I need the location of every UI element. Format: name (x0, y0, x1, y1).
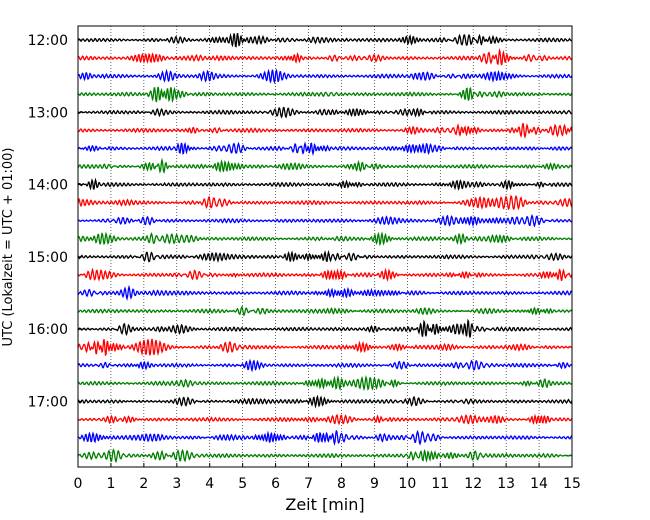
x-tick-label: 3 (172, 476, 181, 492)
x-axis-label: Zeit [min] (285, 495, 364, 514)
x-tick-label: 9 (370, 476, 379, 492)
trace-1230 (77, 68, 573, 85)
x-tick-label: 15 (563, 476, 581, 492)
x-tick-label: 4 (205, 476, 214, 492)
trace-1745 (77, 448, 573, 464)
trace-1200 (77, 32, 573, 48)
x-axis: 0 1 2 3 4 5 6 7 8 9 10 11 12 13 14 15 (74, 463, 581, 492)
y-tick-label: 16:00 (28, 322, 68, 338)
y-tick-label: 17:00 (28, 394, 68, 410)
x-tick-label: 12 (464, 476, 482, 492)
x-tick-label: 11 (431, 476, 449, 492)
trace-1330 (77, 141, 573, 157)
trace-1500 (77, 249, 573, 263)
trace-1415 (77, 194, 573, 211)
x-tick-label: 10 (398, 476, 416, 492)
trace-1315 (77, 122, 573, 139)
trace-1615 (77, 338, 573, 357)
x-tick-label: 13 (497, 476, 515, 492)
trace-1600 (77, 318, 573, 338)
trace-1645 (77, 374, 573, 392)
trace-1245 (77, 86, 573, 103)
trace-1215 (77, 48, 573, 66)
y-tick-label: 13:00 (28, 105, 68, 121)
trace-1515 (77, 267, 573, 282)
x-tick-label: 5 (238, 476, 247, 492)
trace-1400 (77, 177, 573, 191)
plot-frame (77, 25, 573, 468)
x-tick-label: 2 (139, 476, 148, 492)
y-axis-label: UTC (Lokalzeit = UTC + 01:00) (1, 148, 16, 347)
y-tick-label: 14:00 (28, 178, 68, 194)
y-tick-label: 15:00 (28, 250, 68, 266)
x-tick-label: 0 (74, 476, 83, 492)
x-tick-label: 6 (271, 476, 280, 492)
trace-1730 (77, 429, 573, 446)
trace-1530 (77, 284, 573, 301)
trace-1345 (77, 157, 573, 174)
trace-1715 (77, 413, 573, 426)
trace-1300 (77, 106, 573, 119)
trace-1700 (77, 394, 573, 409)
x-tick-label: 1 (106, 476, 115, 492)
y-tick-label: 12:00 (28, 33, 68, 49)
x-tick-label: 7 (304, 476, 313, 492)
trace-1445 (77, 231, 573, 247)
x-tick-label: 14 (530, 476, 548, 492)
y-axis: 12:00 13:00 14:00 15:00 16:00 17:00 (28, 33, 82, 410)
trace-1630 (77, 358, 573, 373)
traces (77, 32, 573, 464)
trace-1430 (77, 213, 573, 228)
trace-1545 (77, 305, 573, 317)
x-tick-label: 8 (337, 476, 346, 492)
